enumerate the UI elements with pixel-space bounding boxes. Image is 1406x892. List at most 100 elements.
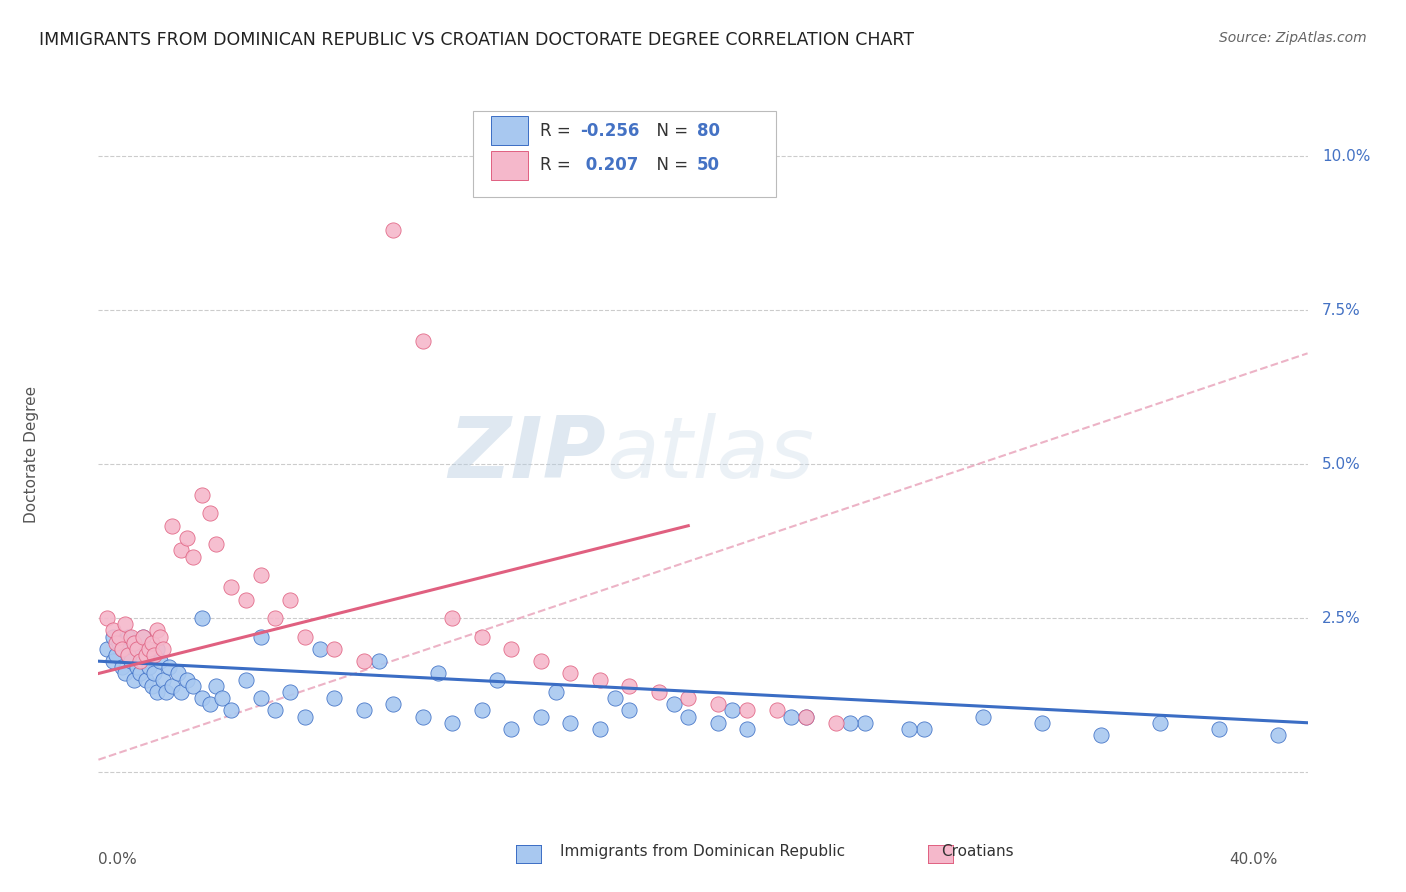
Point (471, 630, 494, 644)
Point (160, 679, 183, 693)
Point (765, 703, 787, 717)
Point (120, 630, 142, 644)
Text: 2.5%: 2.5% (1322, 611, 1361, 625)
Point (181, 679, 204, 693)
Point (111, 660, 134, 674)
Point (780, 709, 803, 723)
Point (146, 685, 169, 699)
Point (678, 691, 700, 706)
Point (122, 636, 145, 650)
Text: 50: 50 (697, 156, 720, 175)
Point (735, 722, 758, 736)
Point (149, 630, 172, 644)
Point (603, 691, 626, 706)
Point (160, 518, 183, 533)
Point (382, 223, 405, 237)
FancyBboxPatch shape (492, 116, 527, 145)
Text: N =: N = (647, 121, 693, 140)
Point (249, 691, 271, 706)
Point (853, 715, 876, 730)
Point (501, 641, 523, 656)
Point (117, 630, 139, 644)
Point (308, 641, 330, 656)
Point (824, 715, 846, 730)
Point (278, 592, 301, 607)
Point (235, 592, 257, 607)
Point (839, 715, 862, 730)
Point (101, 624, 124, 638)
Point (128, 654, 150, 668)
Point (412, 334, 434, 348)
Point (706, 698, 728, 712)
Point (249, 568, 271, 582)
Point (155, 685, 177, 699)
Point (294, 630, 316, 644)
Point (898, 722, 921, 736)
Point (735, 703, 758, 717)
Point (678, 709, 700, 723)
Point (794, 709, 817, 723)
Point (152, 673, 174, 687)
Point (323, 691, 346, 706)
Point (972, 709, 994, 723)
Text: -0.256: -0.256 (579, 121, 640, 140)
Point (426, 666, 449, 681)
Point (128, 666, 150, 681)
Point (122, 673, 145, 687)
Point (190, 611, 212, 625)
Point (101, 654, 124, 668)
Point (323, 641, 346, 656)
Point (721, 703, 744, 717)
Point (1031, 715, 1053, 730)
Point (794, 709, 817, 723)
Point (205, 537, 228, 551)
Point (441, 611, 464, 625)
Text: ZIP: ZIP (449, 413, 606, 497)
Point (114, 617, 136, 632)
Point (662, 698, 685, 712)
Point (412, 709, 434, 723)
Point (141, 679, 163, 693)
Point (117, 648, 139, 662)
Point (190, 488, 212, 502)
Point (264, 703, 287, 717)
Point (138, 641, 160, 656)
Point (105, 636, 128, 650)
Point (648, 685, 671, 699)
Point (912, 722, 935, 736)
Text: Immigrants from Dominican Republic: Immigrants from Dominican Republic (561, 845, 845, 859)
Text: 0.207: 0.207 (579, 156, 638, 175)
FancyBboxPatch shape (492, 151, 527, 180)
Text: Croatians: Croatians (941, 845, 1014, 859)
Text: 7.5%: 7.5% (1322, 302, 1361, 318)
Point (1267, 728, 1289, 742)
Point (135, 673, 157, 687)
Point (167, 666, 190, 681)
Point (111, 641, 134, 656)
Text: 5.0%: 5.0% (1322, 457, 1361, 472)
Point (589, 673, 612, 687)
Text: Doctorate Degree: Doctorate Degree (24, 386, 39, 524)
Point (501, 722, 523, 736)
Point (619, 679, 641, 693)
Point (294, 709, 316, 723)
Text: 80: 80 (697, 121, 720, 140)
FancyBboxPatch shape (474, 111, 776, 197)
Point (122, 636, 145, 650)
Text: R =: R = (540, 156, 576, 175)
Text: 40.0%: 40.0% (1230, 852, 1278, 867)
Point (530, 709, 553, 723)
Point (353, 654, 375, 668)
Point (143, 648, 166, 662)
Point (170, 543, 193, 558)
Text: R =: R = (540, 121, 576, 140)
Point (114, 666, 136, 681)
Text: Source: ZipAtlas.com: Source: ZipAtlas.com (1219, 31, 1367, 45)
Point (1149, 715, 1171, 730)
Point (367, 654, 389, 668)
Point (117, 648, 139, 662)
Point (278, 685, 301, 699)
Point (219, 580, 242, 594)
Text: N =: N = (647, 156, 693, 175)
Text: IMMIGRANTS FROM DOMINICAN REPUBLIC VS CROATIAN DOCTORATE DEGREE CORRELATION CHAR: IMMIGRANTS FROM DOMINICAN REPUBLIC VS CR… (39, 31, 914, 49)
